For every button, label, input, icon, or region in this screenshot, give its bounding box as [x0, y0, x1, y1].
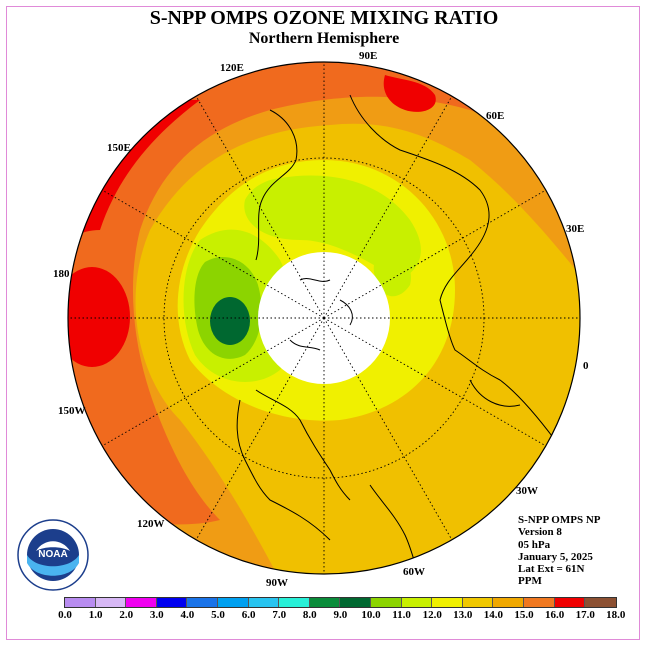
color-scale-tick-label: 2.0: [119, 609, 134, 621]
color-scale-tick-label: 7.0: [272, 609, 287, 621]
lon-label-180: 180: [53, 268, 70, 280]
color-scale-cell: [340, 598, 371, 607]
logo-wave: [27, 555, 79, 576]
color-scale-cell: [217, 598, 249, 607]
info-instrument: S-NPP OMPS NP: [518, 514, 601, 526]
lon-label-120e: 120E: [220, 62, 244, 74]
color-scale-cell: [187, 598, 218, 607]
color-scale-cell: [370, 598, 402, 607]
color-scale-cell: [401, 598, 433, 607]
color-scale-tick-label: 16.0: [544, 609, 565, 621]
color-scale-cell: [95, 598, 127, 607]
page-subtitle: Northern Hemisphere: [248, 30, 400, 47]
coast-asia-north: [349, 94, 490, 301]
map-boundary: [67, 61, 581, 575]
lon-label-60e: 60E: [486, 110, 505, 122]
color-scale-tick-label: 18.0: [606, 609, 626, 621]
meridian-60w: [323, 317, 453, 541]
color-scale-tick-label: 12.0: [422, 609, 442, 621]
logo-text: NOAA: [38, 549, 67, 560]
lon-label-150e: 150E: [107, 142, 131, 154]
coast-africa: [469, 379, 521, 407]
logo-gull: [36, 541, 70, 551]
lon-label-30w: 30W: [516, 485, 538, 497]
color-scale-tick-label: 9.0: [333, 609, 348, 621]
field-ppm-17-b: [68, 267, 130, 367]
field-ppm-10-11: [210, 297, 250, 345]
field-ppm-17-c: [383, 75, 436, 112]
meridian-60e: [323, 95, 453, 319]
color-scale-tick-label: 11.0: [392, 609, 411, 621]
color-scale-cell: [156, 598, 188, 607]
color-scale-tick-label: 8.0: [302, 609, 317, 621]
coast-north-america-east: [255, 389, 351, 501]
figure-frame: [6, 6, 640, 640]
info-units: PPM: [518, 575, 542, 588]
meridian-120e: [195, 95, 325, 319]
color-scale-tick-label: 10.0: [361, 609, 381, 621]
coast-north-america-west: [236, 399, 331, 541]
info-lat-extent: Lat Ext = 61N: [518, 563, 585, 576]
lon-label-0: 0: [583, 360, 589, 372]
color-scale-cell: [585, 598, 616, 607]
meridian-150e: [101, 189, 325, 319]
lon-label-60w: 60W: [403, 566, 425, 578]
field-ppm-12-east: [373, 254, 411, 297]
meridian-30w: [323, 317, 547, 447]
lon-label-90w: 90W: [266, 577, 288, 589]
lon-label-30e: 30E: [566, 223, 585, 235]
coast-arctic-islands: [289, 278, 353, 351]
color-scale-tick-label: 14.0: [483, 609, 504, 621]
graticule: [68, 62, 580, 574]
color-scale-tick-label: 3.0: [149, 609, 164, 621]
color-scale-tick-label: 15.0: [514, 609, 534, 621]
info-box: S-NPP OMPS NP Version 8 05 hPa January 5…: [518, 514, 601, 588]
color-scale-cell: [554, 598, 586, 607]
color-scale-tick-label: 0.0: [58, 609, 72, 621]
info-pressure-level: 05 hPa: [518, 538, 551, 551]
color-scale-cell: [523, 598, 555, 607]
color-scale-cell: [279, 598, 310, 607]
meridian-120w: [195, 317, 325, 541]
color-scale-cell: [65, 598, 96, 607]
field-ppm-15-16: [68, 62, 580, 574]
color-scale-bar: [64, 597, 617, 608]
color-scale-tick-label: 17.0: [575, 609, 595, 621]
color-scale-cell: [493, 598, 524, 607]
lon-label-150w: 150W: [58, 405, 86, 417]
meridian-30e: [323, 189, 547, 319]
meridian-150w: [101, 317, 325, 447]
color-scale-cell: [432, 598, 463, 607]
color-scale-tick-label: 13.0: [453, 609, 473, 621]
color-scale-tick-label: 4.0: [180, 609, 195, 621]
color-scale-cell: [309, 598, 341, 607]
color-scale-cell: [126, 598, 157, 607]
field-ppm-12-north: [244, 175, 421, 280]
lon-label-90e: 90E: [359, 50, 378, 62]
color-scale-cell: [248, 598, 280, 607]
color-scale-tick-label: 5.0: [211, 609, 225, 621]
color-scale-tick-label: 6.0: [241, 609, 256, 621]
info-date: January 5, 2025: [518, 550, 593, 563]
coastlines: [236, 94, 556, 574]
noaa-logo: NOAA: [17, 519, 89, 591]
page-title: S-NPP OMPS OZONE MIXING RATIO: [149, 7, 499, 29]
color-scale-tick-label: 1.0: [88, 609, 103, 621]
coast-asia-east: [255, 109, 298, 261]
coast-europe: [439, 299, 556, 441]
color-scale-cell: [462, 598, 494, 607]
info-version: Version 8: [518, 526, 562, 539]
lon-label-120w: 120W: [137, 518, 165, 530]
